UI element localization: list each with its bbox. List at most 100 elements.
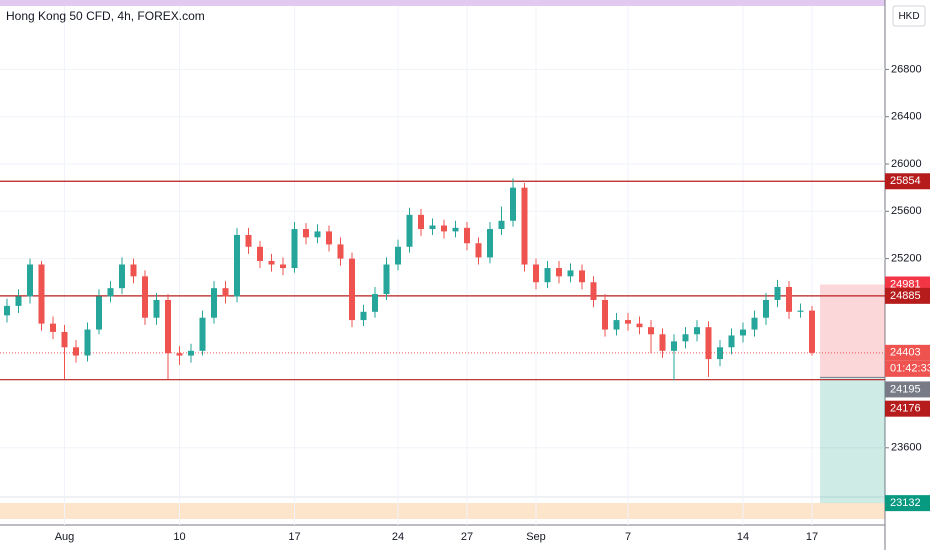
price-label-bg: [885, 381, 930, 398]
price-label-bg: [885, 287, 930, 304]
candle-body: [119, 264, 125, 289]
price-label: 24981: [890, 278, 921, 290]
y-tick-label: 25200: [891, 253, 922, 265]
x-tick-label: 17: [806, 531, 818, 543]
candle-body: [360, 311, 367, 321]
chart-title: Hong Kong 50 CFD, 4h, FOREX.com: [6, 9, 205, 23]
candle-body: [452, 227, 459, 232]
x-tick-label: 24: [392, 531, 404, 543]
candle-body: [487, 229, 493, 258]
candle-body: [740, 329, 746, 336]
candle-body: [291, 229, 298, 269]
position-stop-zone: [820, 284, 885, 378]
candle-body: [234, 234, 240, 297]
candle-body: [441, 225, 447, 232]
price-label: 24885: [890, 290, 921, 302]
x-tick-label: Sep: [526, 531, 546, 543]
candle-body: [4, 305, 10, 316]
currency[interactable]: HKD: [898, 11, 919, 22]
candle-body: [544, 268, 551, 283]
candle-body: [418, 214, 424, 230]
price-label: 24195: [890, 383, 921, 395]
x-tick-label: Aug: [55, 531, 75, 543]
candle-body: [567, 270, 574, 277]
candle-body: [280, 264, 286, 269]
price-label: 01:42:33: [890, 363, 932, 375]
price-label-bg: [885, 400, 930, 417]
candle-body: [475, 243, 482, 258]
price-label-bg: [885, 495, 930, 512]
candle-body: [671, 341, 677, 351]
candle-body: [728, 335, 735, 348]
currency-box[interactable]: [892, 5, 926, 27]
candle-body: [268, 260, 275, 265]
candle-body: [303, 229, 309, 238]
candle-body: [165, 299, 171, 354]
candle-body: [510, 187, 516, 221]
price-label: 24403: [890, 347, 921, 359]
candle-body: [705, 327, 712, 360]
candle-body: [188, 350, 194, 356]
price-label: 25854: [890, 175, 921, 187]
candle-body: [337, 244, 344, 259]
candle-body: [372, 294, 378, 312]
candle-body: [556, 268, 562, 277]
price-label-bg: [885, 344, 930, 361]
candle-body: [579, 270, 585, 283]
candle-body: [38, 264, 45, 324]
x-tick-label: 14: [737, 531, 749, 543]
candle-body: [659, 334, 666, 351]
candle-body: [130, 264, 137, 277]
x-tick-label: 10: [173, 531, 185, 543]
candle-body: [73, 347, 79, 356]
candle-body: [682, 334, 689, 342]
candle-body: [648, 327, 654, 335]
y-tick-label: 23600: [891, 442, 922, 454]
price-label-bg: [885, 360, 930, 377]
candle-body: [15, 296, 22, 306]
candle-body: [533, 264, 539, 283]
candle-body: [636, 323, 643, 328]
candle-body: [176, 353, 183, 356]
candle-body: [625, 320, 631, 324]
candle-body: [211, 288, 217, 318]
candle-body: [349, 258, 355, 321]
candle-body: [314, 231, 321, 238]
y-tick-label: 26800: [891, 63, 922, 75]
price-label: 23132: [890, 497, 921, 509]
candle-body: [50, 323, 56, 332]
candle-body: [153, 299, 160, 318]
candle-body: [222, 288, 229, 297]
candle-body: [786, 286, 792, 312]
candle-body: [763, 299, 769, 318]
x-tick-label: 7: [625, 531, 631, 543]
price-label: 24176: [890, 403, 921, 415]
y-tick-label: 26000: [891, 158, 922, 170]
y-tick-label: 26400: [891, 111, 922, 123]
candle-body: [326, 231, 332, 245]
candle-body: [406, 214, 413, 247]
candle-body: [602, 299, 608, 330]
price-label-bg: [885, 173, 930, 190]
candle-body: [717, 347, 723, 360]
candle-body: [84, 329, 91, 356]
candle-body: [61, 331, 68, 348]
candle-body: [96, 296, 102, 330]
candle-body: [142, 276, 148, 318]
candle-body: [694, 327, 700, 335]
grid: 23600 25200 25600 26000 26400 26800 Aug 10 17 24 2…: [0, 6, 922, 543]
candle-body: [590, 282, 597, 300]
x-tick-label: 17: [288, 531, 300, 543]
candle-body: [464, 227, 470, 244]
drawing-band: [0, 0, 885, 6]
candle-body: [27, 264, 33, 297]
candle-body: [429, 225, 436, 230]
y-tick-label: 25600: [891, 205, 922, 217]
candle-body: [521, 187, 528, 265]
candle-body: [498, 220, 505, 230]
candle-body: [797, 310, 804, 312]
x-tick-label: 27: [461, 531, 473, 543]
candle-body: [809, 310, 815, 353]
